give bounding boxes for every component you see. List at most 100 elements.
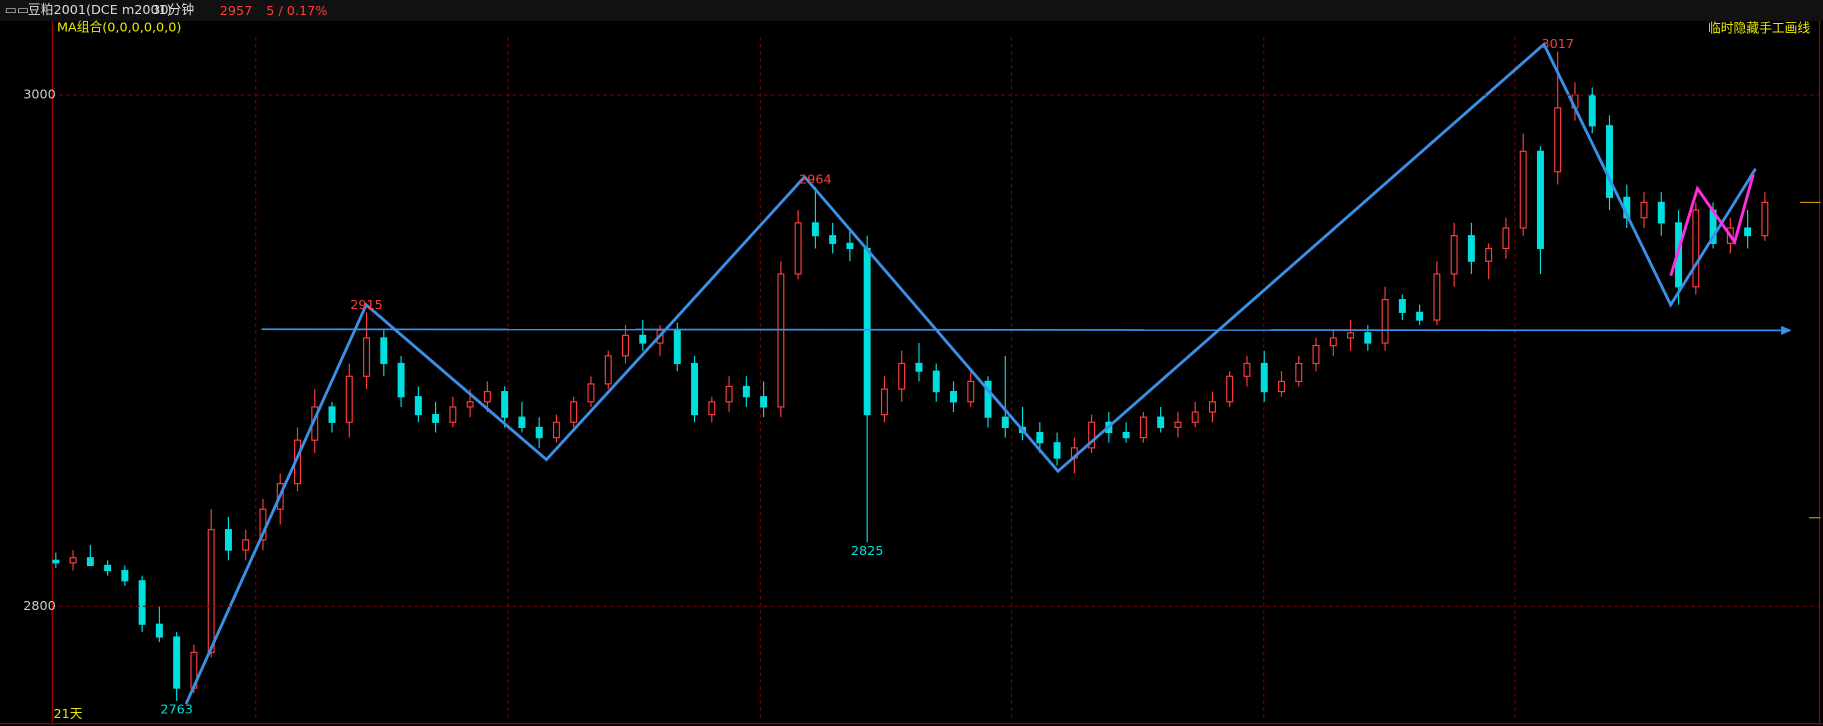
body <box>86 557 94 567</box>
body <box>1174 421 1182 428</box>
body <box>1243 362 1251 377</box>
body <box>760 396 768 408</box>
body <box>639 334 647 344</box>
body <box>1398 298 1406 313</box>
hline <box>261 328 1789 332</box>
body <box>1467 235 1475 262</box>
body <box>328 406 336 423</box>
body <box>1640 201 1648 219</box>
body <box>967 380 975 403</box>
body <box>1226 375 1234 403</box>
body <box>1433 273 1441 321</box>
body <box>1692 209 1700 288</box>
body <box>811 222 819 237</box>
body <box>432 414 440 423</box>
body <box>207 529 215 653</box>
body <box>242 539 250 551</box>
body <box>224 529 232 551</box>
body <box>691 362 699 416</box>
body <box>363 337 371 377</box>
body <box>1416 311 1424 321</box>
period[interactable]: 30分钟 <box>152 2 194 18</box>
body <box>518 416 526 428</box>
body <box>155 623 163 638</box>
body <box>466 401 474 408</box>
body <box>380 337 388 365</box>
body <box>1536 150 1544 250</box>
high-label: 2964 <box>799 173 832 188</box>
body <box>1122 431 1130 439</box>
body <box>1347 332 1355 339</box>
span: 21天 <box>53 707 82 722</box>
body <box>1088 421 1096 449</box>
body <box>104 564 112 572</box>
body <box>1278 380 1285 393</box>
body <box>1053 442 1061 459</box>
price-change: 5 / 0.17% <box>266 4 327 19</box>
body <box>829 235 837 244</box>
body <box>1450 235 1458 275</box>
body <box>1191 411 1199 423</box>
body <box>1761 201 1769 237</box>
body <box>570 401 578 423</box>
low-label: 2825 <box>851 544 884 559</box>
body <box>535 426 543 439</box>
body <box>1208 401 1216 413</box>
hide-drawings[interactable]: 临时隐藏手工画线 <box>1708 22 1810 37</box>
body <box>1381 298 1389 344</box>
body <box>708 401 716 416</box>
body <box>1606 125 1613 198</box>
y-tick-label: 3000 <box>23 88 56 103</box>
body <box>777 273 785 408</box>
body <box>742 385 750 398</box>
indicator[interactable]: MA组合(0,0,0,0,0,0) <box>57 20 181 35</box>
body <box>898 362 906 390</box>
toolbar <box>0 0 1823 21</box>
body <box>846 242 854 250</box>
body <box>1139 416 1147 439</box>
body <box>880 388 888 416</box>
body <box>52 559 60 564</box>
body <box>587 383 595 403</box>
body <box>604 355 612 385</box>
body <box>1329 337 1337 347</box>
body <box>1485 247 1493 262</box>
body <box>1312 345 1320 365</box>
body <box>1364 332 1372 344</box>
body <box>173 636 181 689</box>
body <box>622 334 629 357</box>
body <box>69 557 77 564</box>
arrow <box>1781 325 1792 336</box>
symbol[interactable]: 豆粕2001(DCE m2001) <box>28 3 172 18</box>
low-label: 2763 <box>160 703 193 718</box>
body <box>414 396 422 416</box>
body <box>1502 227 1510 250</box>
hand-drawings <box>184 41 1792 705</box>
body <box>794 222 802 275</box>
body <box>1657 201 1665 224</box>
y-tick-label: 2800 <box>23 599 56 614</box>
menu-icon[interactable]: ▭▭ <box>5 3 29 18</box>
body <box>345 375 353 423</box>
body <box>121 569 129 582</box>
body <box>483 391 491 403</box>
body <box>1744 227 1752 237</box>
body <box>449 406 457 423</box>
body <box>552 421 560 439</box>
body <box>725 385 733 403</box>
body <box>673 329 681 365</box>
body <box>1519 150 1527 229</box>
body <box>950 391 957 403</box>
body <box>1554 107 1562 173</box>
body <box>138 580 146 625</box>
body <box>1588 94 1596 127</box>
body <box>1260 362 1268 393</box>
zigzag <box>184 41 1757 705</box>
body <box>984 380 992 418</box>
last-price: 2957 <box>220 4 253 19</box>
body <box>915 362 923 372</box>
candles <box>52 51 1769 701</box>
body <box>1295 362 1303 382</box>
